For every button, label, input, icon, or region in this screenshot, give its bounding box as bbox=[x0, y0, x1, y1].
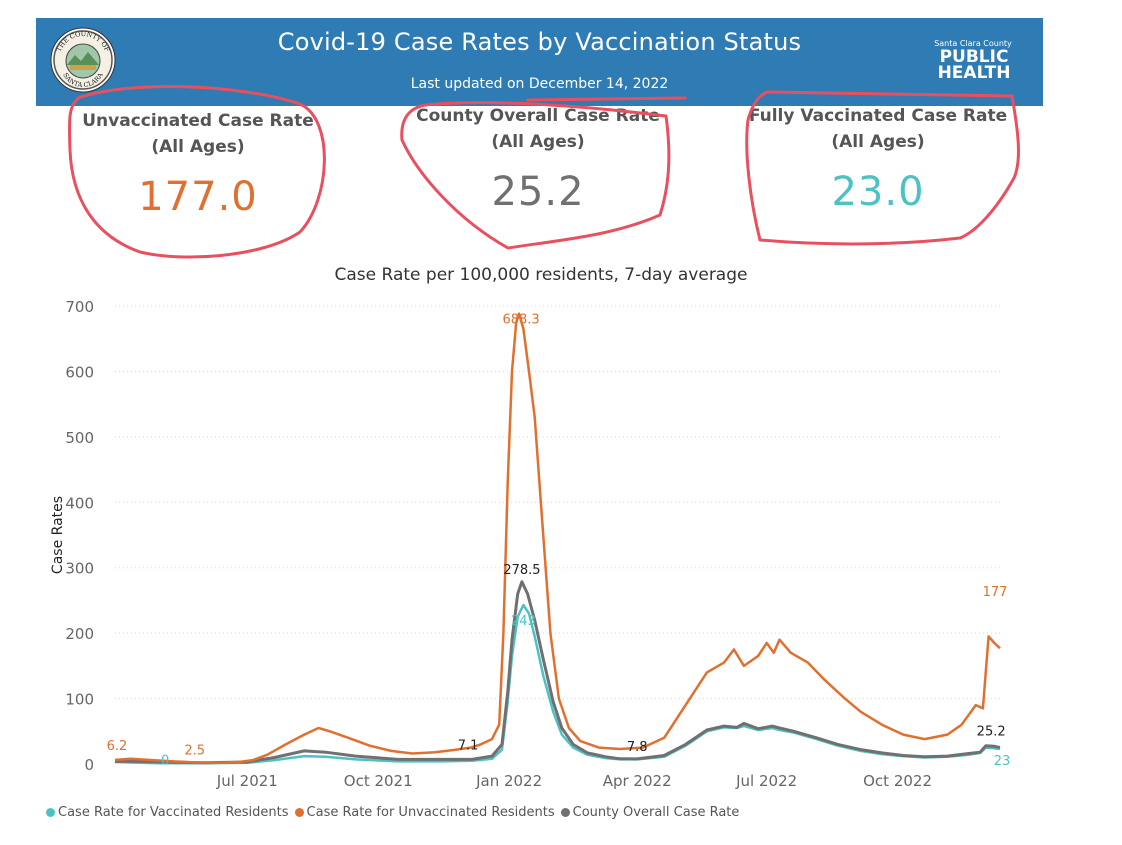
y-tick-label: 500 bbox=[65, 429, 94, 447]
y-tick-label: 400 bbox=[65, 494, 94, 512]
last-updated: Last updated on December 14, 2022 bbox=[36, 76, 1043, 92]
legend-dot-vaccinated-icon bbox=[46, 808, 55, 817]
y-tick-label: 200 bbox=[65, 625, 94, 643]
x-tick-label: Apr 2022 bbox=[603, 772, 672, 790]
county-seal-icon: THE COUNTY OF SANTA CLARA bbox=[50, 27, 116, 93]
data-label: 25.2 bbox=[977, 725, 1006, 740]
x-tick-label: Jan 2022 bbox=[475, 772, 542, 790]
kpi-county-overall-label-2: (All Ages) bbox=[491, 132, 585, 152]
y-tick-label: 0 bbox=[84, 756, 94, 774]
legend-label-county-overall: County Overall Case Rate bbox=[572, 805, 740, 820]
kpi-county-overall: County Overall Case Rate (All Ages) 25.2 bbox=[378, 103, 698, 215]
kpi-unvaccinated-label-1: Unvaccinated Case Rate bbox=[82, 111, 314, 131]
highlight-circle-county bbox=[400, 101, 671, 250]
kpi-fully-vaccinated-label-1: Fully Vaccinated Case Rate bbox=[748, 106, 1008, 126]
x-tick-label: Oct 2021 bbox=[344, 772, 413, 790]
highlight-underline-date bbox=[526, 96, 687, 102]
data-label: 2.5 bbox=[184, 743, 205, 758]
legend-label-unvaccinated: Case Rate for Unvaccinated Residents bbox=[306, 805, 555, 820]
dashboard-header: Covid-19 Case Rates by Vaccination Statu… bbox=[36, 18, 1043, 106]
legend-label-vaccinated: Case Rate for Vaccinated Residents bbox=[58, 805, 289, 820]
kpi-county-overall-value: 25.2 bbox=[491, 169, 585, 215]
kpi-unvaccinated-label-2: (All Ages) bbox=[151, 137, 245, 157]
kpi-fully-vaccinated-value: 23.0 bbox=[831, 169, 925, 215]
data-label: 7.8 bbox=[627, 740, 648, 755]
y-tick-label: 300 bbox=[65, 560, 94, 578]
data-label: 23 bbox=[994, 754, 1011, 769]
y-axis-title: Case Rates bbox=[50, 496, 66, 574]
last-updated-date: December 14, 2022 bbox=[528, 76, 669, 92]
data-label: 7.1 bbox=[458, 738, 479, 753]
kpi-fully-vaccinated: Fully Vaccinated Case Rate (All Ages) 23… bbox=[718, 103, 1038, 215]
kpi-unvaccinated-value: 177.0 bbox=[138, 174, 258, 220]
logo-county-name: Santa Clara County bbox=[934, 39, 1012, 48]
public-health-logo: PUBLIC HEALTH bbox=[926, 47, 1022, 83]
legend-item-county-overall[interactable]: County Overall Case Rate bbox=[560, 805, 740, 820]
data-label: 688.3 bbox=[502, 313, 539, 328]
kpi-panel bbox=[36, 106, 1043, 256]
data-label: 243 bbox=[511, 614, 536, 629]
chart-title: Case Rate per 100,000 residents, 7-day a… bbox=[334, 265, 748, 285]
data-label: 177 bbox=[983, 585, 1008, 600]
y-tick-label: 600 bbox=[65, 363, 94, 381]
highlight-box-vaccinated bbox=[745, 90, 1020, 246]
highlight-circle-unvaccinated bbox=[67, 85, 326, 259]
kpi-unvaccinated: Unvaccinated Case Rate (All Ages) 177.0 bbox=[38, 108, 358, 220]
series-line-unvaccinated bbox=[114, 312, 1001, 764]
chart-panel bbox=[36, 256, 1043, 842]
series-line-county-overall bbox=[115, 580, 1001, 765]
y-tick-label: 100 bbox=[65, 691, 94, 709]
legend-dot-unvaccinated-icon bbox=[294, 808, 304, 817]
x-tick-label: Jul 2021 bbox=[216, 772, 278, 790]
logo-line-public: PUBLIC bbox=[939, 47, 1009, 67]
legend-dot-county-overall-icon bbox=[560, 808, 570, 817]
legend-item-vaccinated[interactable]: Case Rate for Vaccinated Residents bbox=[46, 805, 289, 820]
y-tick-label: 700 bbox=[65, 298, 94, 316]
chart-legend: Case Rate for Vaccinated Residents Case … bbox=[46, 805, 739, 820]
data-label: 6.2 bbox=[107, 739, 128, 754]
logo-line-health: HEALTH bbox=[937, 63, 1011, 83]
data-label: 0 bbox=[161, 754, 169, 769]
last-updated-prefix: Last updated on bbox=[410, 76, 529, 92]
legend-item-unvaccinated[interactable]: Case Rate for Unvaccinated Residents bbox=[294, 805, 555, 820]
x-tick-label: Oct 2022 bbox=[863, 772, 932, 790]
data-label: 278.5 bbox=[503, 563, 540, 578]
kpi-fully-vaccinated-label-2: (All Ages) bbox=[831, 132, 925, 152]
dashboard-title: Covid-19 Case Rates by Vaccination Statu… bbox=[277, 28, 802, 56]
kpi-county-overall-label-1: County Overall Case Rate bbox=[416, 106, 660, 126]
x-tick-label: Jul 2022 bbox=[735, 772, 797, 790]
